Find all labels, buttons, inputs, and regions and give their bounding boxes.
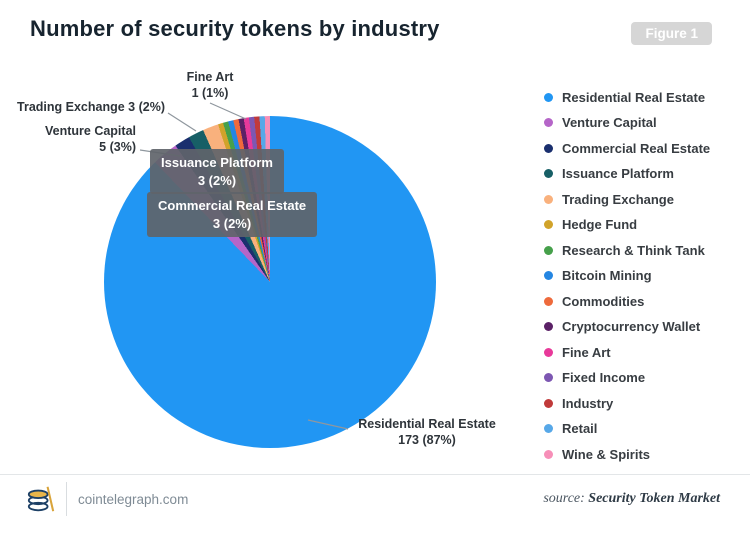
legend-item: Venture Capital <box>544 114 710 132</box>
callout-residential-value: 173 (87%) <box>398 432 456 447</box>
legend-swatch <box>544 373 553 382</box>
legend-item-label: Industry <box>562 395 614 411</box>
tooltip-commercial-label: Commercial Real Estate <box>158 198 307 213</box>
tooltip-issuance-platform-value: 3 (2%) <box>197 172 237 188</box>
legend-item: Residential Real Estate <box>544 88 710 106</box>
legend-item-label: Retail <box>562 421 598 436</box>
legend-item-label: Wine & Spirits <box>562 446 651 462</box>
chart-title: Number of security tokens by industry <box>30 16 440 41</box>
legend-item: Hedge Fund <box>544 216 710 234</box>
tooltip-commercial-real-estate: Commercial Real Estate 3 (2%) <box>147 192 318 238</box>
legend-swatch <box>544 271 553 280</box>
legend-item-label: Residential Real Estate <box>562 89 706 105</box>
callout-fine-art: Fine Art 1 (1%) <box>168 70 252 101</box>
legend-item: Cryptocurrency Wallet <box>544 318 710 336</box>
legend-item-label: Commercial Real Estate <box>562 140 711 156</box>
callout-residential-real-estate: Residential Real Estate 173 (87%) <box>352 417 502 448</box>
legend-swatch <box>544 143 553 153</box>
figure-badge: Figure 1 <box>631 22 712 45</box>
legend-item-label: Venture Capital <box>562 115 657 130</box>
callout-venture-capital: Venture Capital 5 (3%) <box>45 124 136 155</box>
legend-swatch <box>544 347 553 357</box>
legend-item-label: Fine Art <box>562 344 611 360</box>
legend-item: Commercial Real Estate <box>544 139 710 157</box>
legend: Residential Real Estate Venture Capital … <box>544 88 710 463</box>
callout-residential-label: Residential Real Estate <box>358 417 496 431</box>
legend-item: Commodities <box>544 292 710 310</box>
leader-line-fine-art <box>209 102 247 120</box>
legend-swatch <box>544 220 553 229</box>
legend-item: Industry <box>544 394 710 412</box>
legend-swatch <box>544 296 553 306</box>
footer-divider <box>0 474 750 475</box>
legend-item-label: Research & Think Tank <box>562 242 705 258</box>
callout-venture-capital-label: Venture Capital <box>45 124 136 138</box>
source-prefix: source: <box>543 491 585 506</box>
source-label: source: Security Token Market <box>543 491 720 507</box>
legend-swatch <box>544 424 553 433</box>
legend-swatch <box>544 92 553 102</box>
footer-separator <box>66 482 67 516</box>
cointelegraph-logo-icon <box>27 486 55 512</box>
legend-item: Bitcoin Mining <box>544 267 710 285</box>
callout-venture-capital-value: 5 (3%) <box>99 139 136 154</box>
legend-swatch <box>544 194 553 204</box>
legend-item-label: Bitcoin Mining <box>562 268 652 283</box>
legend-item-label: Cryptocurrency Wallet <box>562 319 701 334</box>
callout-trading-exchange-label: Trading Exchange 3 (2%) <box>17 100 165 114</box>
legend-item-label: Fixed Income <box>562 370 646 385</box>
legend-item-label: Hedge Fund <box>562 217 638 232</box>
legend-item: Fine Art <box>544 343 710 361</box>
legend-item: Trading Exchange <box>544 190 710 208</box>
legend-item: Research & Think Tank <box>544 241 710 259</box>
legend-swatch <box>544 322 553 331</box>
legend-item-label: Trading Exchange <box>562 191 674 207</box>
callout-fine-art-value: 1 (1%) <box>191 85 229 100</box>
tooltip-issuance-platform: Issuance Platform 3 (2%) <box>150 149 284 195</box>
legend-item-label: Commodities <box>562 293 645 309</box>
legend-swatch <box>544 245 553 255</box>
legend-item: Wine & Spirits <box>544 445 710 463</box>
legend-swatch <box>544 118 553 127</box>
callout-trading-exchange: Trading Exchange 3 (2%) <box>17 100 165 116</box>
legend-swatch <box>544 398 553 408</box>
legend-item-label: Issuance Platform <box>562 166 674 181</box>
tooltip-issuance-platform-label: Issuance Platform <box>161 155 273 170</box>
source-name: Security Token Market <box>588 491 720 506</box>
leader-line-trading-exchange <box>167 112 197 132</box>
legend-swatch <box>544 449 553 459</box>
legend-item: Retail <box>544 420 710 438</box>
legend-item: Issuance Platform <box>544 165 710 183</box>
legend-swatch <box>544 169 553 178</box>
legend-item: Fixed Income <box>544 369 710 387</box>
tooltip-commercial-value: 3 (2%) <box>212 215 252 231</box>
site-label: cointelegraph.com <box>78 492 189 507</box>
callout-fine-art-label: Fine Art <box>186 70 234 84</box>
